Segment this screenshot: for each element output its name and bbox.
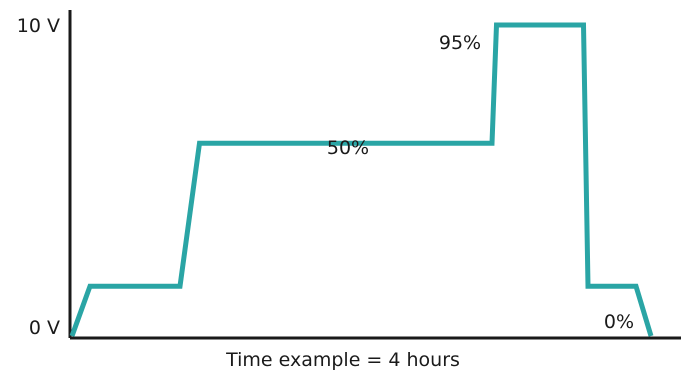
annotation-0-percent: 0% [604,311,634,333]
annotation-95-percent: 95% [439,32,481,54]
annotation-50-percent: 50% [327,137,369,159]
x-axis-label: Time example = 4 hours [225,349,460,371]
y-tick-label-min: 0 V [29,317,60,339]
voltage-series-line [69,22,654,337]
y-tick-label-max: 10 V [17,15,60,37]
